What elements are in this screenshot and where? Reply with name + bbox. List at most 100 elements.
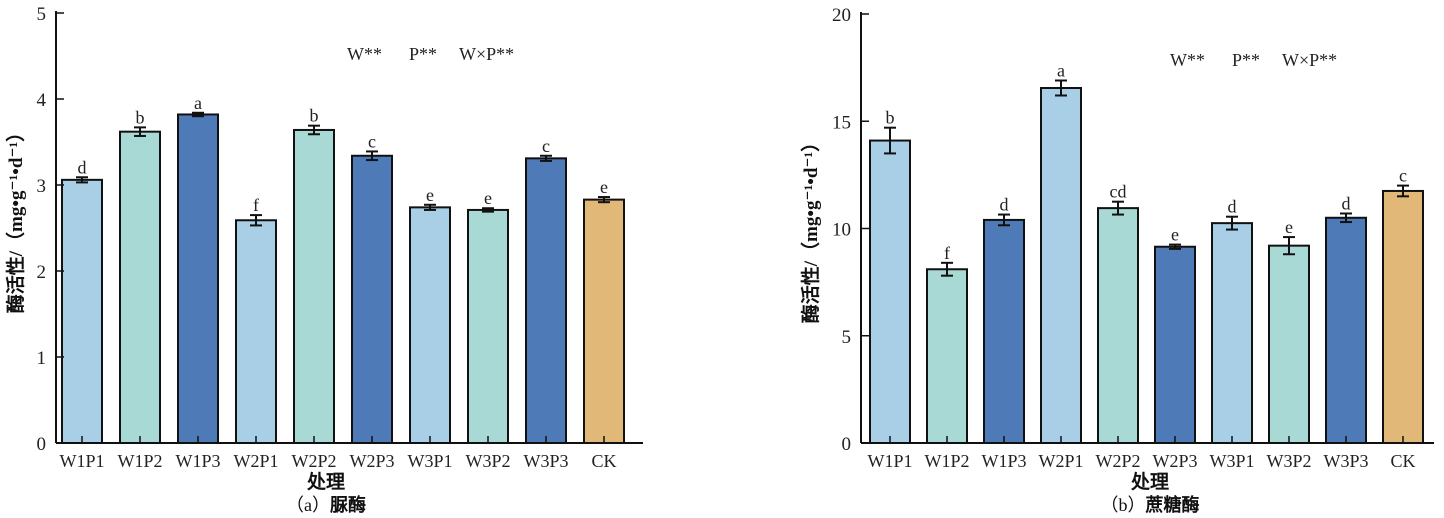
x-axis-title: 处理	[1130, 470, 1169, 493]
error-bar-W1P3	[192, 111, 204, 118]
x-tick-label-W3P1: W3P1	[1210, 451, 1255, 471]
x-tick-label-W3P3: W3P3	[1324, 451, 1369, 471]
bar-W2P1	[235, 219, 277, 444]
anova-annotation: W**	[1170, 50, 1205, 70]
x-tick-label-W2P1: W2P1	[234, 451, 279, 471]
significance-label-W2P3: e	[1171, 225, 1179, 245]
bar-W2P2	[293, 128, 335, 445]
anova-annotation: P**	[1232, 50, 1260, 70]
significance-label-W2P3: c	[368, 131, 376, 151]
caption-name: 蔗糖酶	[1145, 494, 1200, 515]
error-bar-W1P3	[998, 213, 1010, 227]
significance-label-W3P2: e	[484, 188, 492, 208]
error-bar-W3P3	[1340, 212, 1352, 224]
significance-label-W1P1: b	[886, 108, 895, 128]
x-axis-title: 处理	[306, 470, 345, 493]
error-bar-W3P1	[1226, 215, 1238, 231]
x-tick-label-W2P1: W2P1	[1039, 451, 1084, 471]
bar-CK	[1382, 189, 1424, 444]
bar-W1P3	[983, 218, 1025, 444]
error-bar-W1P2	[134, 126, 146, 137]
bar-W3P3	[525, 157, 567, 444]
significance-label-W3P3: d	[1342, 193, 1351, 213]
anova-annotation: P**	[409, 44, 437, 64]
significance-label-W2P2: b	[310, 106, 319, 126]
error-bar-W2P2	[308, 124, 320, 136]
significance-label-W1P1: d	[78, 157, 87, 177]
error-bar-W2P1	[250, 214, 262, 227]
error-bar-CK	[598, 196, 610, 204]
anova-annotation: W×P**	[459, 44, 514, 64]
error-bar-CK	[1397, 184, 1409, 198]
x-tick-label-W1P3: W1P3	[176, 451, 221, 471]
error-bar-W3P2	[482, 207, 494, 213]
bar-W3P2	[467, 208, 509, 444]
bar-CK	[583, 198, 625, 444]
bar-W3P1	[1211, 222, 1253, 444]
anova-annotation: W×P**	[1282, 50, 1337, 70]
error-bar-W1P2	[941, 261, 953, 277]
panel-caption: （a）脲酶	[286, 494, 366, 515]
bar-W1P2	[119, 130, 161, 444]
error-bar-W3P2	[1283, 236, 1295, 256]
caption-prefix: （b）	[1101, 495, 1146, 515]
y-tick-label: 0	[37, 434, 47, 455]
error-bar-W2P3	[1169, 243, 1181, 250]
bar-W1P1	[869, 139, 911, 444]
x-tick-label-W1P1: W1P1	[60, 451, 105, 471]
bar-W3P1	[409, 206, 451, 444]
bar-W2P1	[1040, 87, 1082, 444]
x-tick-label-CK: CK	[591, 451, 616, 471]
panel-caption: （b）蔗糖酶	[1101, 494, 1200, 515]
chart-panel-a: d W1P1 b W1P2 a W1P3 f W2P1 b W2P2 c W2P3 e W3P1 e W3P2…	[4, 4, 643, 515]
x-tick-label-W1P2: W1P2	[118, 451, 163, 471]
significance-label-W1P2: f	[944, 243, 950, 263]
error-bar-W2P2	[1112, 200, 1124, 216]
y-axis-title: 酶活性/（mg•g⁻¹•d⁻¹）	[4, 123, 27, 313]
bar-W2P3	[351, 154, 393, 444]
significance-label-W2P1: a	[1057, 60, 1065, 80]
y-tick-label: 15	[832, 112, 851, 133]
significance-label-W3P1: d	[1228, 197, 1237, 217]
y-tick-label: 0	[842, 434, 852, 455]
x-tick-label-W1P1: W1P1	[868, 451, 913, 471]
anova-annotation: W**	[347, 44, 382, 64]
error-bar-W2P3	[366, 150, 378, 162]
y-tick-label: 20	[832, 5, 851, 26]
significance-label-W1P3: d	[1000, 195, 1009, 215]
x-tick-label-W3P1: W3P1	[408, 451, 453, 471]
significance-label-CK: e	[600, 177, 608, 197]
y-tick-label: 5	[842, 327, 852, 348]
bar-W3P2	[1268, 244, 1310, 444]
y-tick-label: 1	[37, 348, 47, 369]
y-tick-label: 5	[37, 4, 47, 25]
significance-label-W2P2: cd	[1110, 182, 1127, 202]
x-tick-label-W2P3: W2P3	[1153, 451, 1198, 471]
bar-W1P3	[177, 113, 219, 444]
y-tick-label: 3	[37, 176, 47, 197]
error-bar-W3P1	[424, 203, 436, 211]
x-tick-label-W2P3: W2P3	[350, 451, 395, 471]
y-tick-label: 10	[832, 220, 851, 241]
x-tick-label-W3P3: W3P3	[524, 451, 569, 471]
y-axis-title: 酶活性/（mg•g⁻¹•d⁻¹）	[799, 133, 822, 323]
chart-panel-b: bW1P1fW1P2dW1P3aW2P1cdW2P2eW2P3dW3P1eW3P…	[799, 5, 1434, 515]
x-tick-label-W2P2: W2P2	[1096, 451, 1141, 471]
significance-label-W3P1: e	[426, 185, 434, 205]
caption-prefix: （a）	[286, 495, 330, 515]
x-tick-label-W3P2: W3P2	[1267, 451, 1312, 471]
significance-label-W1P2: b	[136, 107, 145, 127]
significance-label-W3P2: e	[1285, 217, 1293, 237]
significance-label-W2P1: f	[253, 195, 259, 215]
caption-name: 脲酶	[330, 494, 366, 515]
x-tick-label-W1P3: W1P3	[982, 451, 1027, 471]
bar-W1P1	[61, 178, 103, 444]
x-tick-label-W2P2: W2P2	[292, 451, 337, 471]
bar-W2P3	[1154, 245, 1196, 444]
x-tick-label-W3P2: W3P2	[466, 451, 511, 471]
error-bar-W3P3	[540, 154, 552, 162]
error-bar-W2P1	[1055, 79, 1067, 97]
x-tick-label-CK: CK	[1390, 451, 1415, 471]
bar-W2P2	[1097, 207, 1139, 444]
